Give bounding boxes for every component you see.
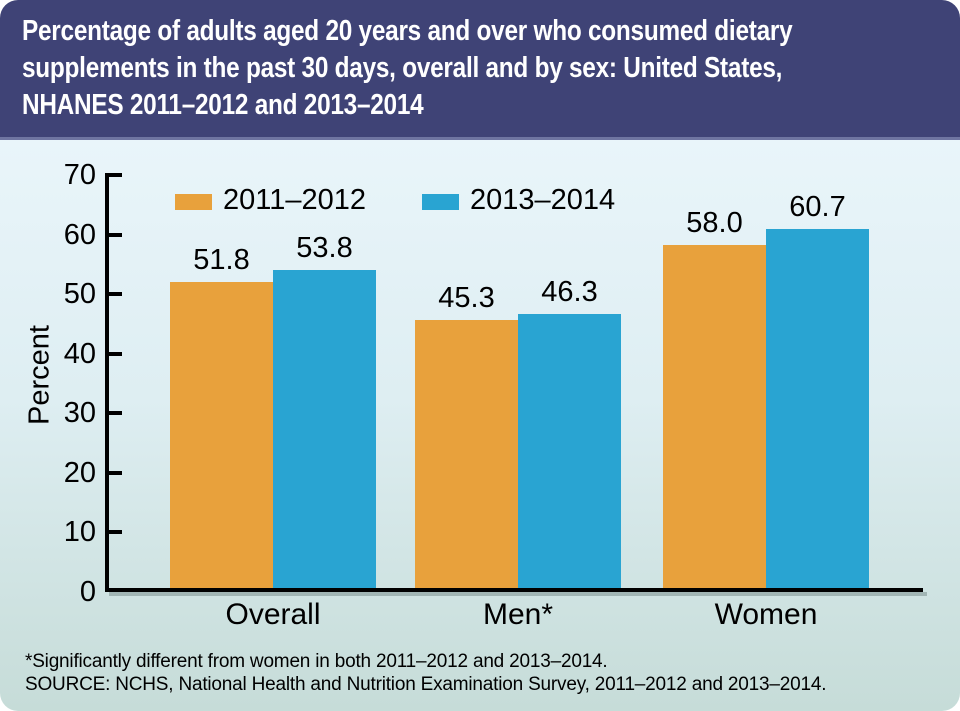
y-tick-mark-20 <box>105 471 122 475</box>
y-tick-label-0: 0 <box>79 576 96 608</box>
y-tick-mark-30 <box>105 411 122 415</box>
y-tick-label-40: 40 <box>63 338 96 370</box>
figure-header: Percentage of adults aged 20 years and o… <box>0 0 960 140</box>
y-tick-label-60: 60 <box>63 219 96 251</box>
y-tick-label-20: 20 <box>63 457 96 489</box>
bar-value-label: 45.3 <box>438 282 495 314</box>
y-tick-mark-10 <box>105 530 122 534</box>
figure-title-line-1: Percentage of adults aged 20 years and o… <box>22 15 793 47</box>
legend-label-2011-2012: 2011–2012 <box>223 184 367 216</box>
y-tick-label-10: 10 <box>63 516 96 548</box>
bar-2011-2012-overall: 51.8 <box>170 244 273 588</box>
y-tick-mark-40 <box>105 352 122 356</box>
figure-title-line-3: NHANES 2011–2012 and 2013–2014 <box>22 89 424 121</box>
source-footnote: SOURCE: NCHS, National Health and Nutrit… <box>25 674 827 695</box>
y-axis-line <box>105 173 109 592</box>
legend-item-2013-2014: 2013–2014 <box>422 184 615 217</box>
bar-value-label: 60.7 <box>789 191 846 223</box>
figure-title-line-2: supplements in the past 30 days, overall… <box>22 52 783 84</box>
legend-swatch-2011-2012 <box>175 194 212 210</box>
y-tick-label-30: 30 <box>63 397 96 429</box>
figure-title: Percentage of adults aged 20 years and o… <box>22 13 960 124</box>
bar-value-label: 46.3 <box>541 276 598 308</box>
bar-2011-2012-women: 58.0 <box>663 207 766 588</box>
bar-2013-2014-men: 46.3 <box>518 276 621 588</box>
category-label-women: Women <box>714 598 818 631</box>
significance-footnote: *Significantly different from women in b… <box>25 651 608 672</box>
y-tick-mark-50 <box>105 292 122 296</box>
legend-swatch-2013-2014 <box>422 194 459 210</box>
legend-item-2011-2012: 2011–2012 <box>175 184 366 217</box>
x-axis-line <box>105 588 923 592</box>
bar-value-label: 51.8 <box>193 244 250 276</box>
bar-chart: Percent 70 60 50 40 30 20 10 0 2011–2012… <box>0 140 960 711</box>
category-label-men: Men* <box>482 598 554 631</box>
y-tick-mark-60 <box>105 233 122 237</box>
bar-2013-2014-women: 60.7 <box>766 191 869 588</box>
bar-value-label: 53.8 <box>296 232 353 264</box>
category-label-overall: Overall <box>225 598 321 631</box>
bar-value-label: 58.0 <box>686 207 743 239</box>
legend-label-2013-2014: 2013–2014 <box>470 184 616 216</box>
bar-2011-2012-men: 45.3 <box>415 282 518 588</box>
y-tick-label-50: 50 <box>63 278 96 310</box>
y-tick-label-70: 70 <box>63 159 96 191</box>
bar-2013-2014-overall: 53.8 <box>273 232 376 588</box>
y-tick-mark-70 <box>105 173 122 177</box>
